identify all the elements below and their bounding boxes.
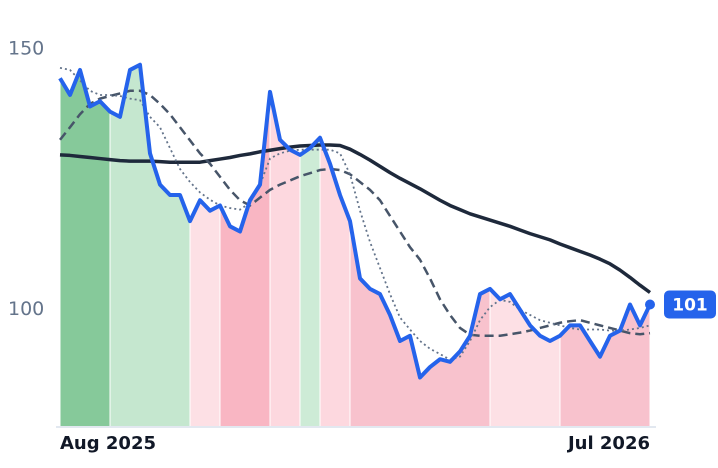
- y-tick-label: 150: [8, 38, 44, 60]
- region: [219, 91, 271, 428]
- region: [189, 199, 221, 428]
- x-tick-label: Jul 2026: [566, 433, 650, 454]
- region: [489, 287, 561, 428]
- x-tick-label: Aug 2025: [60, 433, 156, 454]
- series-line: [59, 143, 652, 294]
- value-badge: [664, 290, 716, 319]
- region: [59, 68, 111, 428]
- region: [109, 63, 191, 428]
- y-tick-label: 100: [8, 298, 44, 320]
- series-line: [59, 66, 651, 361]
- value-label: 101: [672, 296, 708, 316]
- series-line: [58, 62, 652, 380]
- region: [559, 303, 651, 428]
- last-point: [645, 299, 655, 310]
- region: [299, 136, 321, 428]
- region: [349, 221, 491, 428]
